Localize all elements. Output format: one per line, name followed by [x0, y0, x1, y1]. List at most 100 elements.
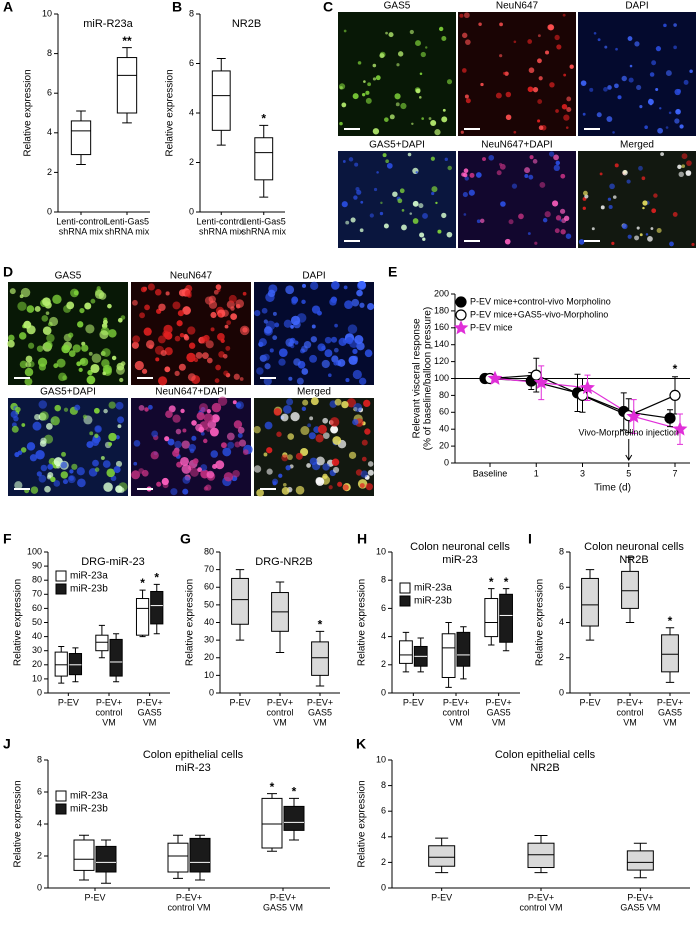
texture	[32, 421, 42, 431]
texture	[132, 335, 141, 344]
texture	[342, 160, 346, 163]
annotation-arrow	[625, 439, 633, 461]
y-tick-label: 8	[37, 754, 42, 764]
texture	[300, 447, 309, 457]
texture	[187, 326, 196, 335]
texture	[151, 430, 159, 438]
x-tick-label: P-EV+	[176, 892, 202, 902]
texture	[367, 302, 375, 311]
texture	[280, 413, 289, 422]
panel-letter: G	[180, 531, 191, 547]
box	[116, 57, 138, 114]
texture	[234, 441, 241, 448]
texture	[100, 456, 105, 461]
whisker	[585, 569, 595, 579]
whisker	[402, 663, 410, 673]
texture	[388, 32, 394, 38]
y-tick-label: 70	[204, 564, 214, 574]
texture	[351, 298, 360, 307]
x-tick-label: P-EV+	[528, 892, 554, 902]
texture	[79, 357, 89, 367]
texture	[681, 153, 688, 160]
texture	[372, 128, 380, 135]
texture	[396, 63, 400, 67]
texture	[62, 479, 69, 485]
texture	[537, 34, 541, 38]
x-tick-label: P-EV+	[307, 697, 333, 707]
texture	[337, 481, 343, 487]
texture	[322, 417, 329, 424]
y-tick-label: 2	[381, 659, 386, 669]
x-tick-label: VM	[623, 717, 637, 727]
texture	[220, 338, 225, 343]
texture	[237, 426, 245, 434]
texture	[359, 302, 365, 308]
texture	[17, 301, 27, 311]
texture	[24, 377, 33, 386]
texture	[39, 411, 49, 421]
whisker	[259, 124, 269, 138]
texture	[242, 327, 248, 333]
texture	[339, 121, 343, 126]
texture	[184, 289, 192, 297]
texture	[188, 342, 196, 349]
texture	[338, 337, 347, 347]
texture	[178, 363, 186, 371]
texture	[545, 50, 550, 55]
box	[211, 70, 231, 131]
texture	[395, 102, 400, 107]
texture	[315, 477, 325, 486]
whisker	[79, 834, 89, 840]
texture	[306, 463, 311, 468]
y-tick-label: 0	[209, 687, 214, 697]
texture	[140, 286, 147, 293]
texture	[611, 241, 615, 245]
x-tick-label: shRNA mix	[199, 226, 244, 236]
texture	[333, 347, 339, 353]
y-tick-label: 20	[204, 652, 214, 662]
whisker	[122, 113, 132, 124]
chart-title: miR-23	[175, 762, 210, 774]
tile-label: GAS5+DAPI	[40, 387, 96, 398]
texture	[200, 431, 205, 436]
texture	[508, 219, 514, 225]
legend-label: P-EV mice+control-vivo Morpholino	[470, 296, 611, 306]
texture	[622, 223, 628, 230]
texture	[441, 212, 447, 219]
texture	[505, 114, 512, 121]
x-tick-label: P-EV+	[137, 697, 163, 707]
chart-title: NR2B	[530, 762, 559, 774]
texture	[560, 173, 566, 179]
texture	[77, 321, 84, 328]
texture	[606, 116, 613, 122]
whisker	[173, 834, 183, 844]
texture	[607, 85, 612, 90]
texture	[582, 206, 586, 210]
whisker	[275, 631, 285, 653]
texture	[502, 71, 506, 75]
point	[664, 412, 676, 424]
texture	[686, 160, 692, 166]
y-tick-label: 60	[32, 603, 42, 613]
box	[109, 638, 123, 677]
whisker	[195, 872, 205, 881]
texture	[583, 190, 588, 196]
whisker	[76, 110, 86, 121]
y-tick-label: 0	[381, 882, 386, 892]
y-tick-label: 8	[381, 575, 386, 585]
whisker	[98, 624, 105, 636]
box	[661, 634, 679, 673]
texture	[373, 187, 378, 192]
whisker	[173, 872, 183, 879]
texture	[191, 420, 197, 426]
texture	[29, 454, 38, 462]
y-axis-label: Relative expression	[23, 69, 34, 156]
texture	[363, 399, 371, 408]
texture	[441, 36, 447, 42]
texture	[352, 348, 358, 355]
texture	[565, 233, 572, 239]
texture	[593, 31, 597, 35]
y-tick-label: 120	[434, 356, 449, 366]
legend-marker	[455, 296, 467, 308]
texture	[563, 215, 570, 222]
